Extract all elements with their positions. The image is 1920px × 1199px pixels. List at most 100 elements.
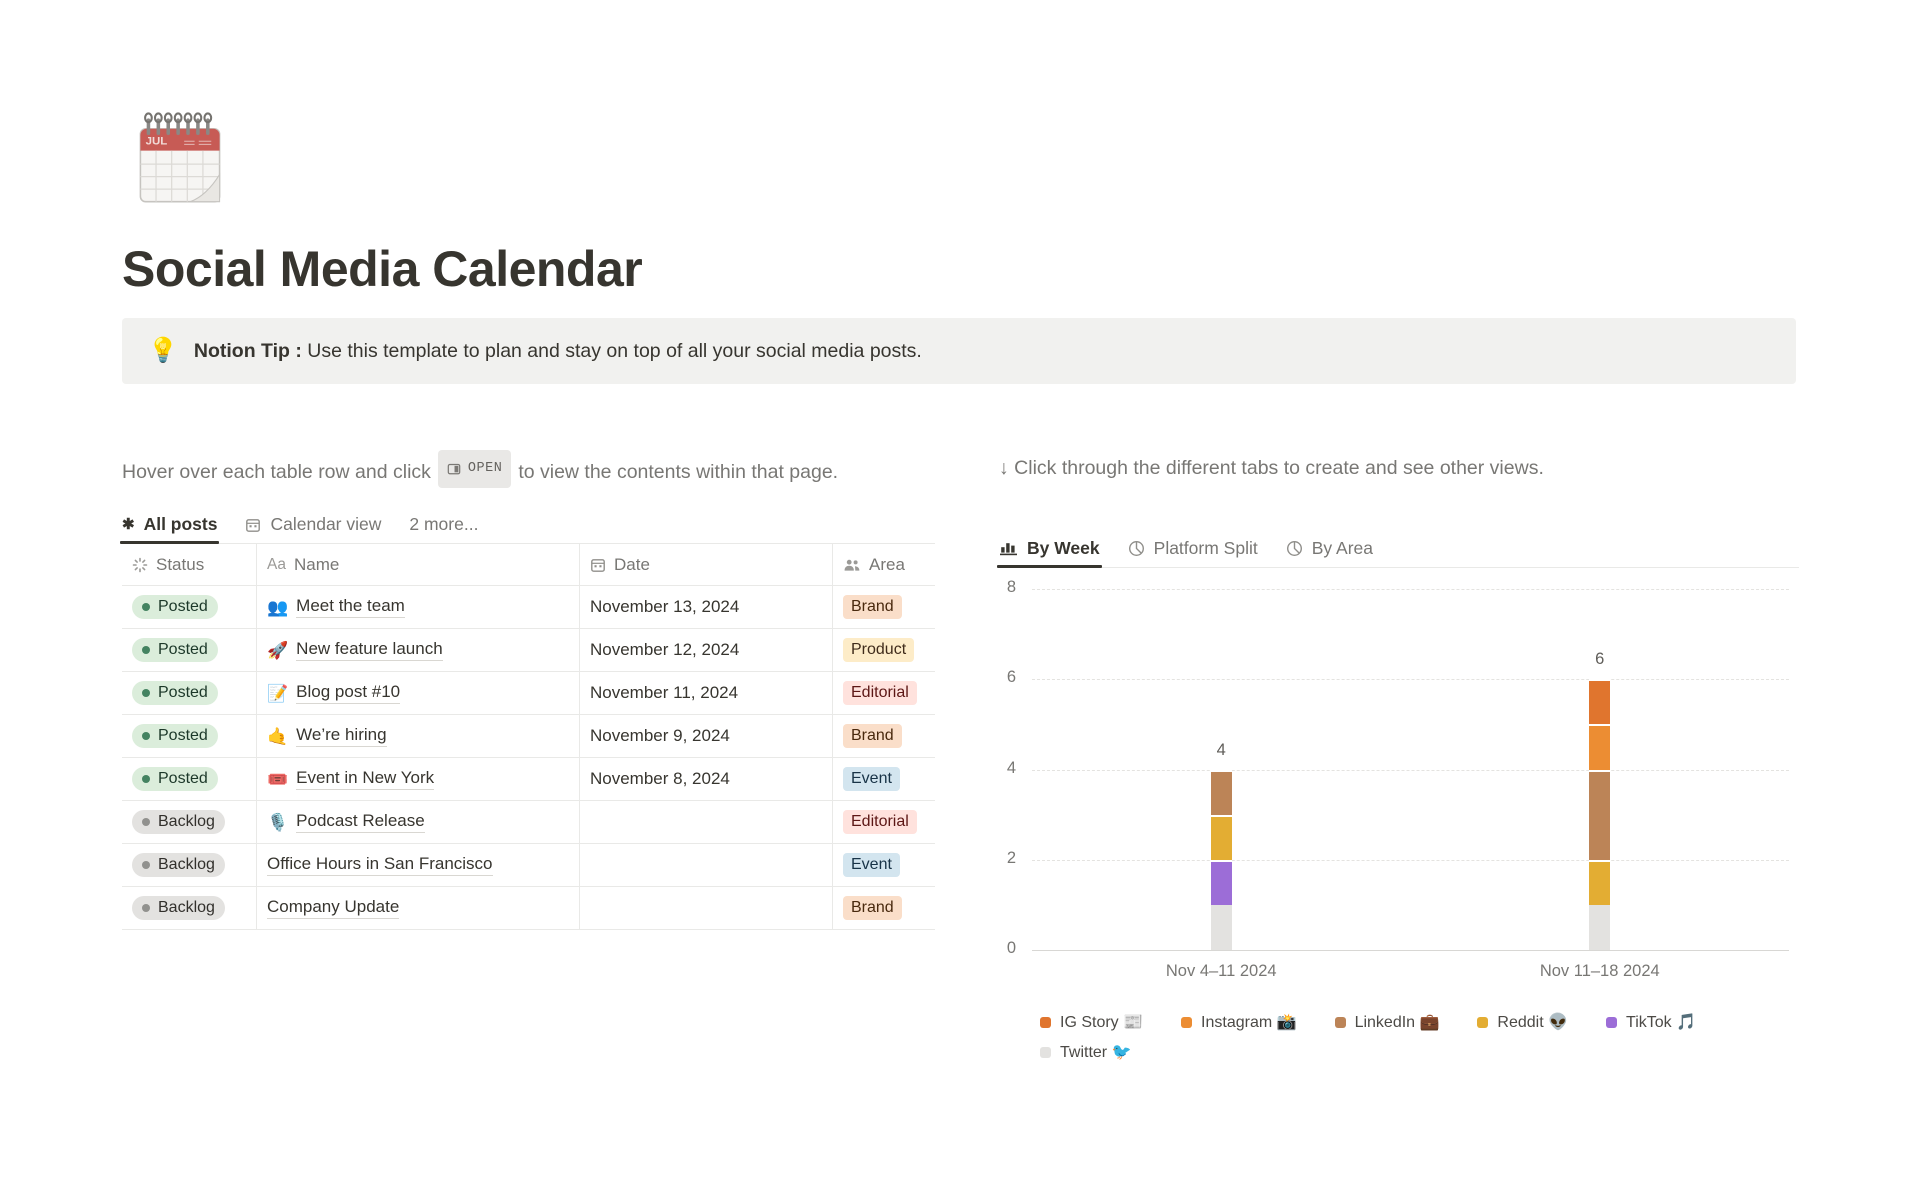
status-badge[interactable]: Posted [132,638,218,662]
area-badge[interactable]: Brand [843,896,902,920]
table-row[interactable]: Posted 👥 Meet the team November 13, 2024 Bra… [122,586,935,629]
instruction-before: Hover over each table row and click [122,461,431,483]
name-cell[interactable]: Company Update [257,887,580,929]
notion-tip-callout: 💡 Notion Tip : Use this template to plan… [122,318,1796,384]
tab-by-week[interactable]: By Week [997,530,1102,568]
name-cell[interactable]: 👥 Meet the team [257,586,580,628]
legend-label: Instagram 📸 [1201,1014,1297,1031]
table-row[interactable]: Backlog Office Hours in San Francisco Even… [122,844,935,887]
tab-calendar-view[interactable]: Calendar view [245,506,381,543]
status-label: Posted [158,770,208,787]
table-row[interactable]: Posted 🎟️ Event in New York November 8, 202… [122,758,935,801]
date-cell[interactable]: November 11, 2024 [580,672,833,714]
area-badge[interactable]: Editorial [843,810,917,834]
page-link[interactable]: Meet the team [296,596,405,618]
page-title[interactable]: Social Media Calendar [122,241,643,297]
status-badge[interactable]: Posted [132,681,218,705]
column-header-status[interactable]: Status [122,544,257,585]
page-link[interactable]: Blog post #10 [296,682,401,704]
table-row[interactable]: Posted 📝 Blog post #10 November 11, 2024 Edi… [122,672,935,715]
bar-segment[interactable] [1210,814,1232,860]
date-cell[interactable] [580,887,833,929]
area-cell: Brand [833,715,935,757]
column-header-date[interactable]: Date [580,544,833,585]
gridline [1032,769,1789,771]
column-header-area[interactable]: Area [833,544,935,585]
date-cell[interactable] [580,844,833,886]
bar-segment[interactable] [1589,679,1611,725]
bar-segment[interactable] [1210,769,1232,815]
date-cell[interactable] [580,801,833,843]
status-cell: Posted [122,672,257,714]
area-cell: Event [833,758,935,800]
bar-segment[interactable] [1210,859,1232,905]
table-row[interactable]: Posted 🤙 We’re hiring November 9, 2024 Brand [122,715,935,758]
callout-body-text: Use this template to plan and stay on to… [307,339,922,362]
area-badge[interactable]: Editorial [843,681,917,705]
name-cell[interactable]: 🚀 New feature launch [257,629,580,671]
page-link[interactable]: We’re hiring [296,725,387,747]
area-badge[interactable]: Event [843,853,900,877]
area-cell: Editorial [833,672,935,714]
table-row[interactable]: Backlog 🎙️ Podcast Release Editorial [122,801,935,844]
calendar-icon [245,517,261,533]
pie-chart-icon [1286,540,1303,557]
name-cell[interactable]: 🎟️ Event in New York [257,758,580,800]
name-cell[interactable]: 📝 Blog post #10 [257,672,580,714]
status-badge[interactable]: Backlog [132,896,225,920]
date-cell[interactable]: November 9, 2024 [580,715,833,757]
y-axis-tick-label: 6 [1006,668,1016,687]
status-badge[interactable]: Backlog [132,853,225,877]
page-link[interactable]: Event in New York [296,768,435,790]
status-cell: Backlog [122,801,257,843]
bar-segment[interactable] [1589,769,1611,860]
page-icon-month-label: JUL [146,135,168,147]
legend-item: TikTok 🎵 [1606,1012,1696,1032]
date-cell[interactable]: November 13, 2024 [580,586,833,628]
date-value: November 13, 2024 [590,597,740,616]
status-badge[interactable]: Posted [132,767,218,791]
table-row[interactable]: Posted 🚀 New feature launch November 12, 20… [122,629,935,672]
gridline [1032,589,1789,590]
status-label: Posted [158,641,208,658]
status-badge[interactable]: Posted [132,595,218,619]
bar-segment[interactable] [1210,904,1232,950]
legend-swatch [1040,1046,1051,1058]
tab-platform-split[interactable]: Platform Split [1128,530,1258,567]
spiral-calendar-page-icon[interactable]: JUL [130,110,230,210]
area-badge[interactable]: Brand [843,724,902,748]
status-dot [142,818,150,826]
page-link[interactable]: Company Update [267,897,400,919]
area-cell: Brand [833,586,935,628]
status-cell: Backlog [122,844,257,886]
status-dot [142,904,150,912]
status-dot [142,646,150,654]
legend-label: TikTok 🎵 [1626,1014,1697,1031]
name-cell[interactable]: 🎙️ Podcast Release [257,801,580,843]
bar-segment[interactable] [1589,724,1611,770]
column-header-name[interactable]: Aa Name [257,544,580,585]
bar-segment[interactable] [1589,904,1611,950]
area-badge[interactable]: Product [843,638,915,662]
name-cell[interactable]: Office Hours in San Francisco [257,844,580,886]
tab-label: By Area [1311,538,1373,558]
status-badge[interactable]: Posted [132,724,218,748]
tab-2-more-[interactable]: 2 more... [409,506,478,543]
page-link[interactable]: Podcast Release [296,811,425,833]
tab-by-area[interactable]: By Area [1286,530,1373,567]
date-cell[interactable]: November 8, 2024 [580,758,833,800]
status-cell: Posted [122,758,257,800]
date-cell[interactable]: November 12, 2024 [580,629,833,671]
area-cell: Event [833,844,935,886]
area-badge[interactable]: Brand [843,595,902,619]
page-link[interactable]: Office Hours in San Francisco [267,854,493,876]
status-badge[interactable]: Backlog [132,810,225,834]
name-cell[interactable]: 🤙 We’re hiring [257,715,580,757]
table-row[interactable]: Backlog Company Update Brand [122,887,935,930]
tab-all-posts[interactable]: ✱ All posts [119,506,220,544]
area-badge[interactable]: Event [843,767,900,791]
legend-swatch [1334,1016,1346,1028]
bar-segment[interactable] [1589,859,1611,905]
page-link[interactable]: New feature launch [296,639,443,661]
